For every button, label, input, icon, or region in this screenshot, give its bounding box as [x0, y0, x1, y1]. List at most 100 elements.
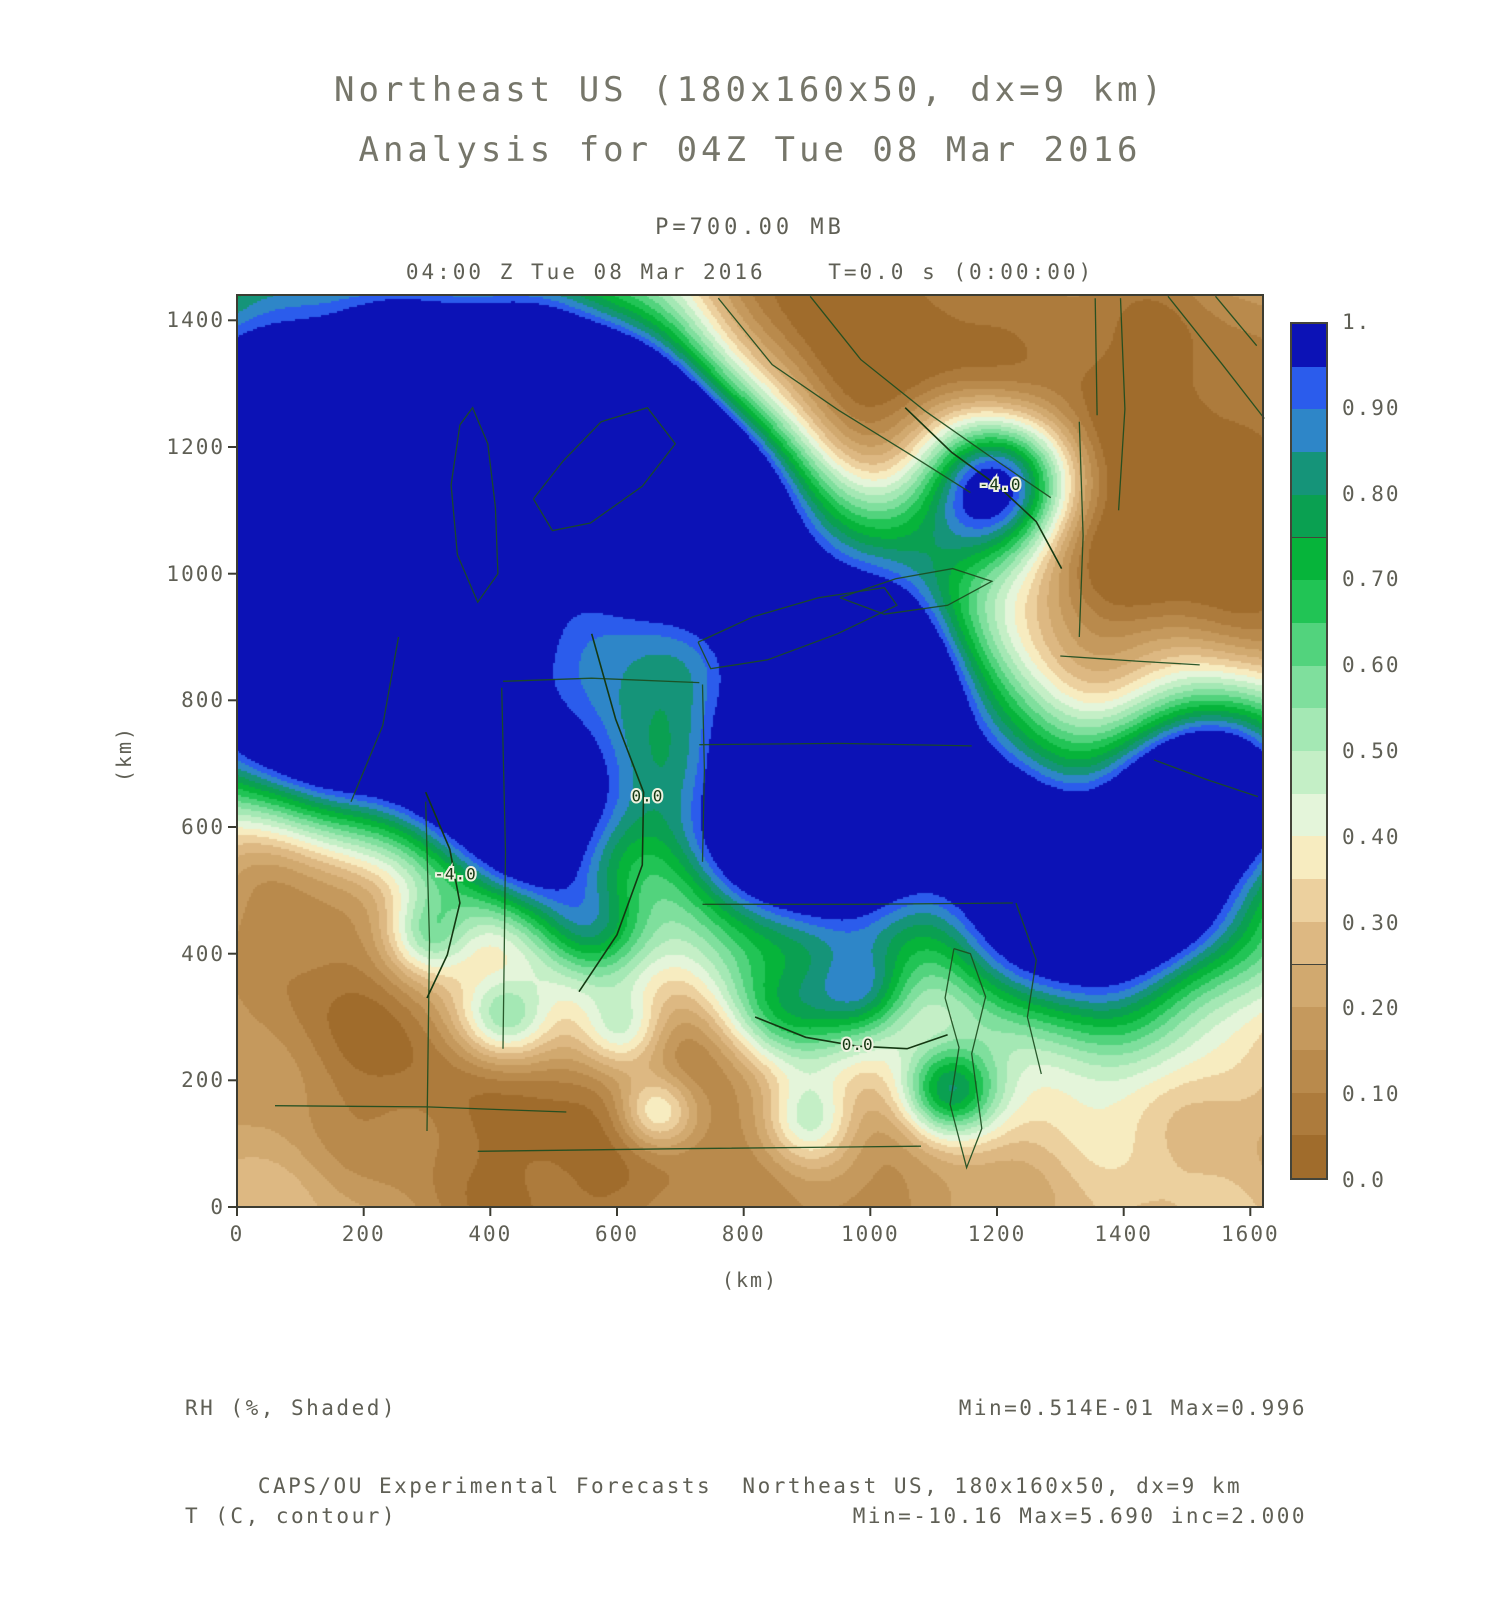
- colorbar-cell: [1292, 494, 1326, 539]
- colorbar-cell: [1292, 324, 1326, 368]
- border: [1167, 295, 1265, 419]
- y-axis-label: (km): [112, 725, 137, 783]
- lake-ontario: [839, 567, 994, 615]
- border: [502, 677, 700, 684]
- colorbar-cell: [1292, 580, 1326, 624]
- y-tick-label: 400: [181, 941, 225, 966]
- colorbar-label: 0.70: [1342, 567, 1401, 592]
- coast: [1015, 902, 1042, 1075]
- river: [809, 295, 1052, 499]
- x-tick-label: 200: [341, 1222, 386, 1246]
- border: [702, 902, 1013, 905]
- temperature-contour-line: [754, 1016, 948, 1050]
- plot-title-line2: Analysis for 04Z Tue 08 Mar 2016: [358, 130, 1142, 170]
- temperature-contour-line: [424, 791, 461, 999]
- lake-michigan: [450, 406, 499, 604]
- colorbar-cell: [1292, 366, 1326, 411]
- border: [1117, 298, 1126, 511]
- border: [350, 636, 400, 802]
- colorbar-cell: [1292, 793, 1326, 838]
- contour-variable-label: T (C, contour): [185, 1504, 398, 1528]
- x-tick-label: 400: [468, 1222, 513, 1246]
- colorbar-cell: [1292, 751, 1326, 795]
- colorbar-cell: [1292, 1092, 1326, 1137]
- rh-shaded-field: [237, 295, 1263, 1207]
- x-tick-label: 600: [595, 1222, 639, 1246]
- border: [701, 684, 706, 862]
- border: [699, 742, 972, 747]
- y-tick-label: 0: [210, 1195, 225, 1219]
- y-tick-label: 1200: [166, 435, 225, 459]
- y-tick-label: 200: [181, 1068, 225, 1093]
- footer-caption: CAPS/OU Experimental Forecasts Northeast…: [257, 1474, 1243, 1498]
- shaded-variable-label: RH (%, Shaded): [185, 1396, 398, 1420]
- colorbar-label: 0.0: [1342, 1168, 1386, 1192]
- border: [1215, 295, 1258, 347]
- colorbar-cell: [1292, 964, 1326, 1009]
- colorbar-cell: [1292, 622, 1326, 667]
- colorbar-cell: [1292, 1049, 1326, 1094]
- colorbar-cell: [1292, 921, 1326, 966]
- border: [1078, 421, 1084, 638]
- colorbar-cell: [1292, 708, 1326, 752]
- colorbar: [1290, 322, 1328, 1180]
- y-tick-label: 1400: [166, 308, 225, 333]
- weather-analysis-plot: Northeast US (180x160x50, dx=9 km) Analy…: [112, 70, 1462, 1528]
- colorbar-label: 0.80: [1342, 481, 1401, 506]
- state-borders: [274, 295, 1265, 1170]
- x-axis-label: (km): [721, 1268, 779, 1292]
- x-tick-label: 800: [721, 1222, 766, 1246]
- colorbar-cell: [1292, 879, 1326, 923]
- contour-label: -4.0: [979, 475, 1022, 494]
- x-tick-label: 0: [229, 1222, 245, 1246]
- colorbar-cell: [1292, 665, 1326, 710]
- coast: [1153, 759, 1259, 798]
- colorbar-label: 0.40: [1342, 824, 1401, 849]
- legend-left: RH (%, Shaded) T (C, contour): [185, 1318, 397, 1606]
- colorbar-label: 0.50: [1342, 739, 1401, 763]
- border: [425, 801, 431, 1132]
- shaded-stats: Min=0.514E-01 Max=0.996: [958, 1396, 1307, 1420]
- axis-tick-marks: [228, 319, 1252, 1216]
- colorbar-labels: 1. 0.90 0.80 0.70 0.60 0.50 0.40 0.30 0.20 0.10 0.…: [1342, 310, 1462, 1192]
- colorbar-label: 0.10: [1342, 1082, 1401, 1107]
- map-plot-area: [237, 295, 1263, 1207]
- colorbar-label: 0.20: [1342, 996, 1401, 1021]
- border: [274, 1105, 567, 1113]
- y-tick-label: 600: [181, 815, 225, 839]
- colorbar-label: 0.90: [1342, 395, 1401, 420]
- x-tick-label: 1200: [967, 1222, 1027, 1246]
- y-tick-label: 800: [181, 688, 225, 713]
- x-tick-label: 1600: [1221, 1222, 1280, 1246]
- plot-title-line1: Northeast US (180x160x50, dx=9 km): [334, 70, 1166, 110]
- colorbar-cell: [1292, 1135, 1326, 1179]
- contour-label: 0.0: [631, 787, 663, 806]
- border: [1094, 298, 1098, 416]
- valid-time-label: 04:00 Z Tue 08 Mar 2016 T=0.0 s (0:00:00…: [405, 260, 1095, 284]
- temperature-contours: [424, 407, 1063, 1050]
- lake-huron: [532, 406, 677, 532]
- border: [1060, 655, 1200, 666]
- x-tick-label: 1000: [841, 1222, 900, 1246]
- colorbar-cell: [1292, 452, 1326, 496]
- temperature-contour-line: [904, 407, 1063, 569]
- colorbar-label: 0.30: [1342, 910, 1401, 935]
- colorbar-cell: [1292, 537, 1326, 582]
- border: [477, 1145, 922, 1152]
- map-overlay: 0.0 -4.0 -4.0 0.0: [228, 294, 1265, 1216]
- y-tick-label: 1000: [166, 561, 225, 586]
- contour-stats: Min=-10.16 Max=5.690 inc=2.000: [852, 1504, 1307, 1528]
- chesapeake-bay: [944, 947, 987, 1170]
- border: [501, 687, 507, 1049]
- colorbar-label: 0.60: [1342, 653, 1401, 678]
- contour-label: -4.0: [434, 865, 477, 884]
- colorbar-cell: [1292, 409, 1326, 454]
- legend-right: Min=0.514E-01 Max=0.996 Min=-10.16 Max=5…: [853, 1318, 1307, 1606]
- plot-frame: [236, 294, 1264, 1208]
- river: [717, 297, 971, 494]
- colorbar-cell: [1292, 836, 1326, 881]
- colorbar-label: 1.: [1342, 310, 1372, 334]
- lake-erie: [697, 586, 898, 670]
- pressure-level-label: P=700.00 MB: [655, 215, 845, 240]
- x-tick-label: 1400: [1094, 1222, 1153, 1246]
